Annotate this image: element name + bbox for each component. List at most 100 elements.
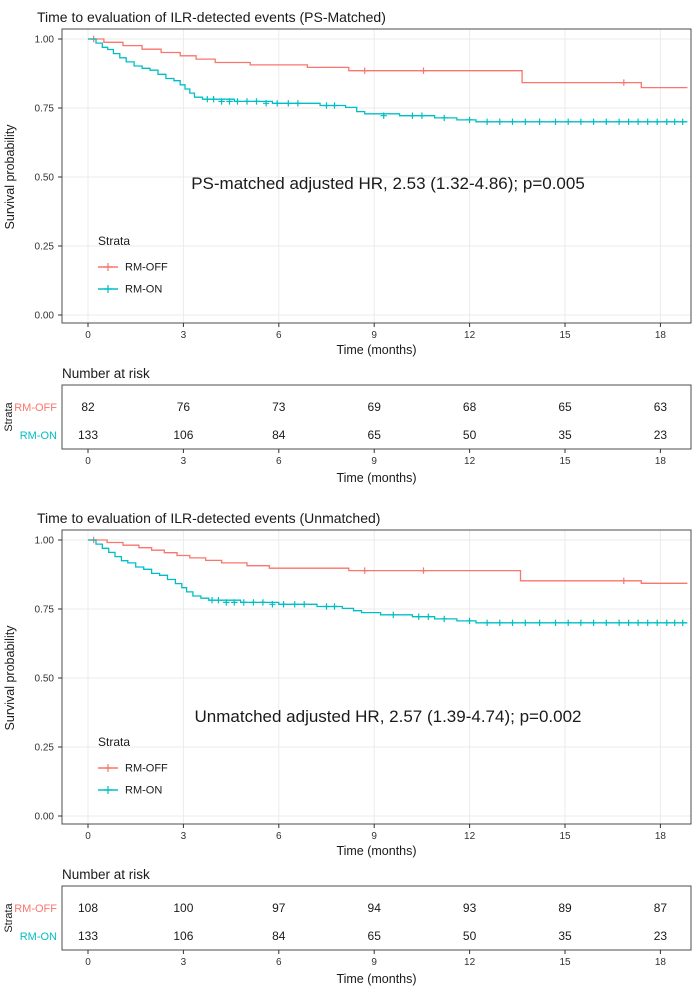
x-tick-label: 15 — [559, 330, 571, 341]
censor-mark-icon — [590, 118, 597, 125]
x-axis-title: Time (months) — [336, 972, 416, 986]
censor-mark-icon — [441, 615, 448, 623]
censor-mark-icon — [204, 96, 211, 103]
censor-mark-icon — [280, 601, 287, 608]
gridlines — [62, 530, 691, 824]
legend-key-plus-icon — [104, 786, 112, 794]
risk-count: 87 — [654, 901, 668, 915]
censor-mark-icon — [323, 102, 330, 109]
censor-mark-icon — [654, 118, 661, 125]
x-tick-label: 9 — [371, 831, 377, 842]
y-axis: 0.00 0.25 0.50 0.75 1.00 Survival probability — [3, 536, 62, 823]
risk-row-rm-on: RM-ON 133 106 84 65 50 35 23 — [20, 428, 668, 442]
risk-count: 23 — [654, 929, 668, 943]
y-axis-title: Survival probability — [3, 124, 17, 230]
risk-row-rm-on: RM-ON 133 106 84 65 50 35 23 — [20, 929, 668, 943]
risk-count: 94 — [368, 901, 382, 915]
censor-mark-icon — [483, 118, 491, 125]
risk-count: 89 — [558, 901, 572, 915]
y-axis-title: Survival probability — [3, 625, 17, 731]
censor-mark-icon — [577, 118, 585, 125]
x-tick-label: 12 — [464, 456, 476, 467]
panel-border — [61, 28, 692, 324]
censor-mark-icon — [679, 619, 686, 626]
x-tick-label: 0 — [85, 957, 91, 968]
legend-entry-label: RM-OFF — [125, 763, 168, 775]
x-tick-label: 6 — [276, 831, 282, 842]
km-curve-rm-off — [88, 539, 688, 584]
gridlines — [62, 29, 691, 323]
x-tick-label: 15 — [559, 831, 571, 842]
legend-entry-label: RM-ON — [125, 785, 162, 797]
censor-mark-icon — [663, 619, 670, 626]
censor-mark-icon — [496, 118, 503, 125]
censor-mark-icon — [509, 118, 516, 125]
x-tick-label: 18 — [655, 456, 667, 467]
km-curve-rm-on — [88, 38, 688, 123]
legend-entry-label: RM-OFF — [125, 262, 168, 274]
censor-mark-icon — [671, 619, 678, 626]
censor-mark-icon — [590, 619, 597, 626]
censor-mark-icon — [361, 567, 368, 574]
risk-count: 35 — [558, 428, 572, 442]
y-tick-label: 0.75 — [35, 605, 55, 616]
legend-key-plus-icon — [104, 764, 112, 772]
y-tick-label: 0.25 — [35, 743, 55, 754]
x-tick-label: 3 — [181, 831, 187, 842]
km-plot-unmatched: 0 3 6 9 12 15 18 Time (months) 0.00 0.25 0.50 0.75 1… — [3, 529, 692, 858]
censor-mark-icon — [522, 619, 529, 626]
censor-marks-rm-on — [204, 96, 686, 125]
risk-count: 100 — [173, 901, 193, 915]
censor-mark-icon — [231, 599, 238, 606]
risk-count: 84 — [272, 428, 286, 442]
censor-mark-icon — [323, 603, 330, 610]
risk-count: 97 — [272, 901, 286, 915]
risk-count: 106 — [173, 929, 193, 943]
risk-count: 50 — [463, 929, 477, 943]
risk-count: 82 — [81, 400, 95, 414]
risk-table-title-ps-matched: Number at risk — [62, 366, 150, 381]
censor-mark-icon — [420, 567, 427, 574]
legend-key-plus-icon — [104, 263, 112, 271]
censor-mark-icon — [615, 619, 623, 626]
censor-mark-icon — [250, 599, 257, 606]
censor-mark-icon — [615, 118, 623, 125]
risk-x-axis: 0 3 6 9 12 15 18 Time (months) — [85, 449, 666, 485]
x-tick-label: 15 — [559, 456, 571, 467]
censor-mark-icon — [285, 100, 292, 107]
censor-mark-icon — [415, 613, 422, 620]
censor-marks-rm-off — [90, 536, 627, 584]
censor-mark-icon — [625, 619, 632, 626]
risk-row-label: RM-OFF — [14, 903, 57, 915]
panel-ps-matched: Time to evaluation of ILR-detected event… — [0, 2, 700, 491]
y-axis: 0.00 0.25 0.50 0.75 1.00 Survival probability — [3, 35, 62, 322]
x-axis: 0 3 6 9 12 15 18 Time (months) — [85, 323, 666, 357]
censor-mark-icon — [420, 67, 427, 74]
censor-mark-icon — [466, 617, 473, 625]
x-axis: 0 3 6 9 12 15 18 Time (months) — [85, 824, 666, 858]
risk-count: 68 — [463, 400, 477, 414]
censor-mark-icon — [331, 603, 338, 610]
legend: Strata RM-OFF RM-ON — [98, 234, 168, 296]
censor-mark-icon — [441, 114, 448, 122]
x-tick-label: 12 — [464, 330, 476, 341]
strata-axis-title: Strata — [3, 902, 15, 932]
censor-mark-icon — [240, 599, 247, 606]
y-tick-label: 1.00 — [35, 536, 55, 547]
censor-mark-icon — [259, 599, 267, 606]
x-axis-title: Time (months) — [336, 343, 416, 357]
chart-title-unmatched: Time to evaluation of ILR-detected event… — [37, 510, 381, 526]
censor-mark-icon — [262, 100, 270, 107]
censor-mark-icon — [210, 96, 217, 103]
censor-mark-icon — [483, 619, 491, 626]
x-tick-label: 6 — [276, 957, 282, 968]
x-tick-label: 12 — [464, 831, 476, 842]
censor-marks-rm-on — [208, 597, 686, 626]
hr-annotation: Unmatched adjusted HR, 2.57 (1.39-4.74);… — [195, 707, 582, 726]
censor-mark-icon — [552, 619, 559, 626]
censor-mark-icon — [269, 601, 276, 608]
chart-title-ps-matched: Time to evaluation of ILR-detected event… — [37, 9, 386, 25]
km-curve-rm-on — [88, 539, 688, 624]
x-tick-label: 18 — [655, 330, 667, 341]
